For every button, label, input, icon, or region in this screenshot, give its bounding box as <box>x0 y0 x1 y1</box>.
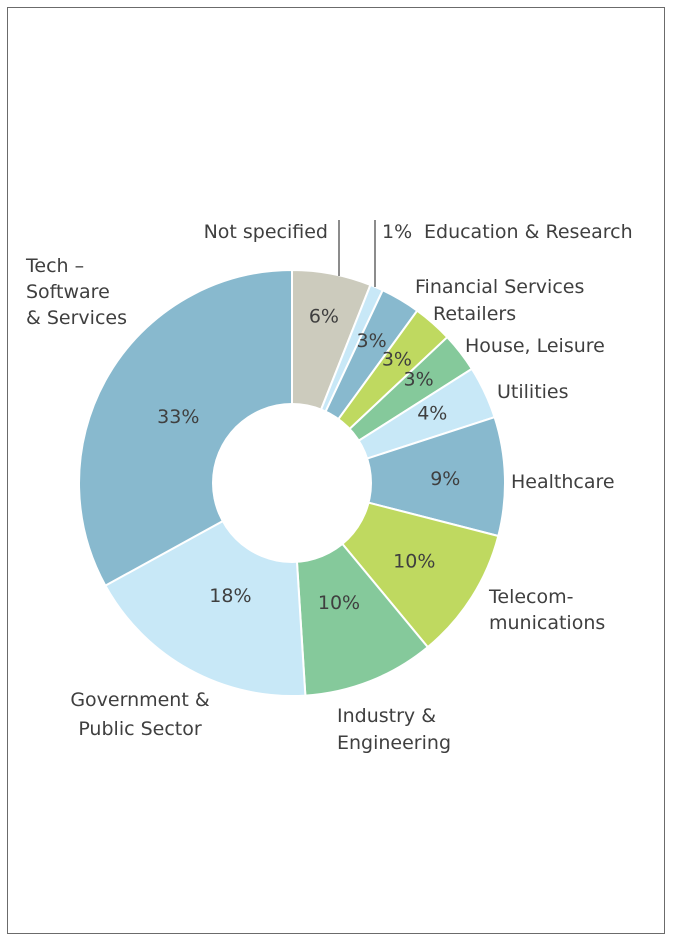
pct-label-government-public-sector: 18% <box>209 585 251 607</box>
category-label-telecom-munications: Telecom-munications <box>488 586 605 634</box>
pct-label-not-specified: 6% <box>309 306 339 328</box>
donut-hole <box>212 403 372 563</box>
percent-labels: 6%3%3%3%4%9%10%10%18%33%1% <box>157 221 460 614</box>
slice-healthcare <box>288 415 506 538</box>
pct-label-telecom-munications: 10% <box>393 551 435 573</box>
pct-label-utilities: 4% <box>417 402 447 424</box>
category-label-education-research: Education & Research <box>424 221 633 243</box>
category-label-house-leisure: House, Leisure <box>465 335 605 357</box>
category-label-utilities: Utilities <box>497 381 569 403</box>
category-label-tech-software-services: Tech – Software & Services <box>25 255 127 329</box>
pct-label-education-research: 1% <box>382 221 412 243</box>
pct-label-industry-engineering: 10% <box>318 592 360 614</box>
category-label-industry-engineering: Industry & Engineering <box>337 705 451 754</box>
category-label-healthcare: Healthcare <box>511 471 615 493</box>
leader-lines <box>338 220 376 287</box>
category-labels: Not specified Education & Research Financi… <box>25 221 633 754</box>
category-label-government-public-sector: Government & Public Sector <box>70 689 210 740</box>
pct-label-retailers: 3% <box>382 348 412 370</box>
category-label-financial-services: Financial Services <box>415 276 584 298</box>
pct-label-house-leisure: 3% <box>404 369 434 391</box>
pct-label-tech-software-services: 33% <box>157 406 199 428</box>
pct-label-healthcare: 9% <box>430 468 460 490</box>
category-label-retailers: Retailers <box>433 303 516 325</box>
category-label-not-specified: Not specified <box>204 221 328 243</box>
pct-label-financial-services: 3% <box>357 330 387 352</box>
